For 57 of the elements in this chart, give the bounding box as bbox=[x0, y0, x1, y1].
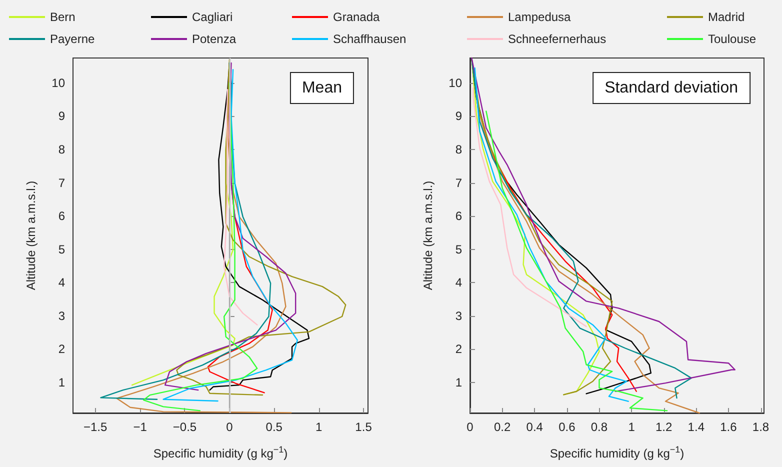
y-tick-label: 2 bbox=[58, 342, 66, 356]
legend-label: Madrid bbox=[708, 10, 745, 24]
text: Mean bbox=[302, 80, 342, 96]
line-series bbox=[143, 82, 258, 412]
y-tick-label: 8 bbox=[58, 142, 66, 156]
legend-label: Schaffhausen bbox=[333, 32, 406, 46]
y-tick-label: 8 bbox=[455, 142, 462, 156]
legend-label: Payerne bbox=[50, 32, 96, 46]
y-tick-label: 4 bbox=[455, 276, 462, 290]
y-axis-title: Altitude (km a.m.s.l.) bbox=[24, 180, 38, 290]
y-tick-label: 3 bbox=[455, 308, 462, 323]
y-tick-label: 9 bbox=[455, 109, 462, 124]
legend-label: Schneefernerhaus bbox=[508, 32, 606, 46]
x-tick-label: 0 bbox=[226, 420, 234, 434]
y-tick-label: 5 bbox=[455, 242, 462, 256]
x-tick-label: 1 bbox=[628, 420, 636, 434]
x-tick-label: 0.2 bbox=[494, 420, 511, 434]
y-axis-title: Altitude (km a.m.s.l.) bbox=[421, 180, 435, 290]
legend-label: Toulouse bbox=[708, 32, 756, 46]
y-tick-label: 10 bbox=[52, 76, 66, 90]
y-tick-label: 5 bbox=[58, 242, 66, 256]
legend-label: Potenza bbox=[192, 32, 236, 46]
y-tick-label: 10 bbox=[448, 76, 462, 90]
line-series bbox=[486, 110, 668, 412]
legend-label: Lampedusa bbox=[508, 10, 572, 24]
text: Standard deviation bbox=[604, 80, 738, 96]
y-tick-label: 7 bbox=[455, 176, 462, 190]
x-tick-label: 1.8 bbox=[752, 420, 770, 434]
x-tick-label: 0.8 bbox=[590, 420, 608, 434]
x-tick-label: 1.4 bbox=[688, 420, 705, 434]
x-tick-label: −0.5 bbox=[172, 420, 197, 434]
y-tick-label: 1 bbox=[455, 375, 462, 390]
x-tick-label: 1.5 bbox=[355, 420, 372, 434]
x-tick-label: −1.5 bbox=[83, 420, 108, 434]
x-tick-label: 0.6 bbox=[558, 420, 576, 434]
y-tick-label: 6 bbox=[58, 209, 66, 224]
x-tick-label: 0.4 bbox=[526, 420, 544, 434]
x-tick-label: 0 bbox=[466, 420, 474, 434]
legend-label: Bern bbox=[50, 10, 76, 24]
y-tick-label: 7 bbox=[58, 176, 66, 190]
y-tick-label: 6 bbox=[455, 209, 462, 224]
y-tick-label: 4 bbox=[58, 276, 66, 290]
x-tick-label: 1 bbox=[315, 420, 322, 434]
line-series bbox=[176, 59, 346, 396]
y-tick-label: 9 bbox=[58, 109, 66, 124]
legend-label: Cagliari bbox=[192, 10, 233, 24]
legend-label: Granada bbox=[333, 10, 380, 24]
x-tick-label: 1.2 bbox=[656, 420, 673, 434]
line-series bbox=[472, 87, 587, 328]
y-tick-label: 1 bbox=[58, 375, 66, 390]
x-tick-label: 1.6 bbox=[720, 420, 738, 434]
x-tick-label: 0.5 bbox=[266, 420, 283, 434]
y-tick-label: 2 bbox=[455, 342, 462, 356]
line-series bbox=[471, 57, 736, 392]
x-tick-label: −1 bbox=[133, 420, 148, 434]
line-series bbox=[223, 89, 258, 326]
y-tick-label: 3 bbox=[58, 308, 66, 323]
